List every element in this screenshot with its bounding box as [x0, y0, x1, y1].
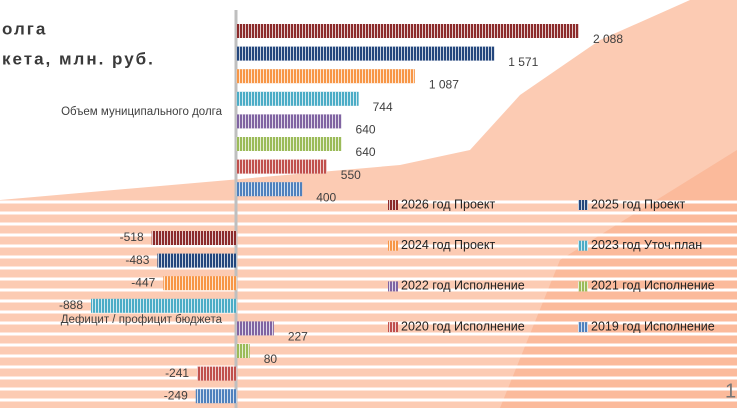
bar [237, 344, 250, 358]
bar [237, 114, 342, 128]
bar-stripes [237, 182, 303, 196]
page: олга кета, млн. руб. 1 Объем муниципальн… [0, 0, 737, 408]
data-label: 80 [264, 352, 278, 366]
legend-label: 2020 год Исполнение [401, 319, 525, 333]
bar [152, 231, 237, 245]
title-line: кета, млн. руб. [2, 49, 155, 68]
legend-swatch-stripes [578, 241, 588, 251]
bar [237, 47, 495, 61]
legend-swatch-stripes [578, 322, 588, 332]
bar-stripes [163, 276, 236, 290]
legend-label: 2025 год Проект [591, 197, 685, 211]
legend-swatch-stripes [388, 241, 398, 251]
bar-stripes [237, 69, 415, 83]
bar-stripes [152, 231, 237, 245]
category-label: Объем муниципального долга [61, 106, 223, 118]
data-label: -241 [165, 366, 189, 380]
data-label: 227 [288, 330, 308, 344]
bar [237, 24, 579, 38]
data-label: -888 [59, 298, 83, 312]
legend-swatch-stripes [388, 281, 398, 291]
bar-stripes [237, 24, 579, 38]
page-number: 1 [725, 380, 736, 402]
bar-stripes [237, 321, 274, 335]
data-label: -518 [120, 230, 144, 244]
data-label: -249 [164, 388, 188, 402]
bar-stripes [237, 344, 250, 358]
data-label: 1 087 [429, 77, 459, 91]
bar-stripes [237, 114, 342, 128]
legend-swatch-stripes [578, 200, 588, 210]
legend-label: 2023 год Уточ.план [591, 238, 702, 252]
bar-stripes [197, 367, 237, 381]
bar-stripes [91, 299, 237, 313]
legend-label: 2026 год Проект [401, 197, 495, 211]
title-line: олга [2, 19, 47, 38]
bar [196, 389, 237, 403]
chart: олга кета, млн. руб. 1 Объем муниципальн… [0, 0, 737, 408]
bar-stripes [237, 92, 359, 106]
category-label: Дефицит / профицит бюджета [61, 314, 223, 326]
data-label: 640 [356, 145, 376, 159]
data-label: 1 571 [508, 55, 538, 69]
legend-swatch-stripes [578, 281, 588, 291]
data-label: 640 [356, 123, 376, 137]
legend-label: 2021 год Исполнение [591, 279, 715, 293]
data-label: 400 [316, 190, 336, 204]
bar [237, 92, 359, 106]
bar-stripes [196, 389, 237, 403]
bar-stripes [237, 160, 327, 174]
data-label: -483 [125, 253, 149, 267]
bar [91, 299, 237, 313]
bar [157, 254, 236, 268]
bar [197, 367, 237, 381]
data-label: 2 088 [593, 32, 623, 46]
bar [237, 160, 327, 174]
legend-swatch-stripes [388, 200, 398, 210]
bar-stripes [237, 47, 495, 61]
legend-label: 2019 год Исполнение [591, 319, 715, 333]
bar [237, 182, 303, 196]
bar [163, 276, 236, 290]
bar-stripes [157, 254, 236, 268]
legend-swatch-stripes [388, 322, 398, 332]
bar [237, 137, 342, 151]
bar-stripes [237, 137, 342, 151]
bar [237, 321, 274, 335]
data-label: -447 [131, 275, 155, 289]
data-label: 744 [373, 100, 393, 114]
legend-label: 2022 год Исполнение [401, 279, 525, 293]
bar [237, 69, 415, 83]
legend-label: 2024 год Проект [401, 238, 495, 252]
data-label: 550 [341, 168, 361, 182]
